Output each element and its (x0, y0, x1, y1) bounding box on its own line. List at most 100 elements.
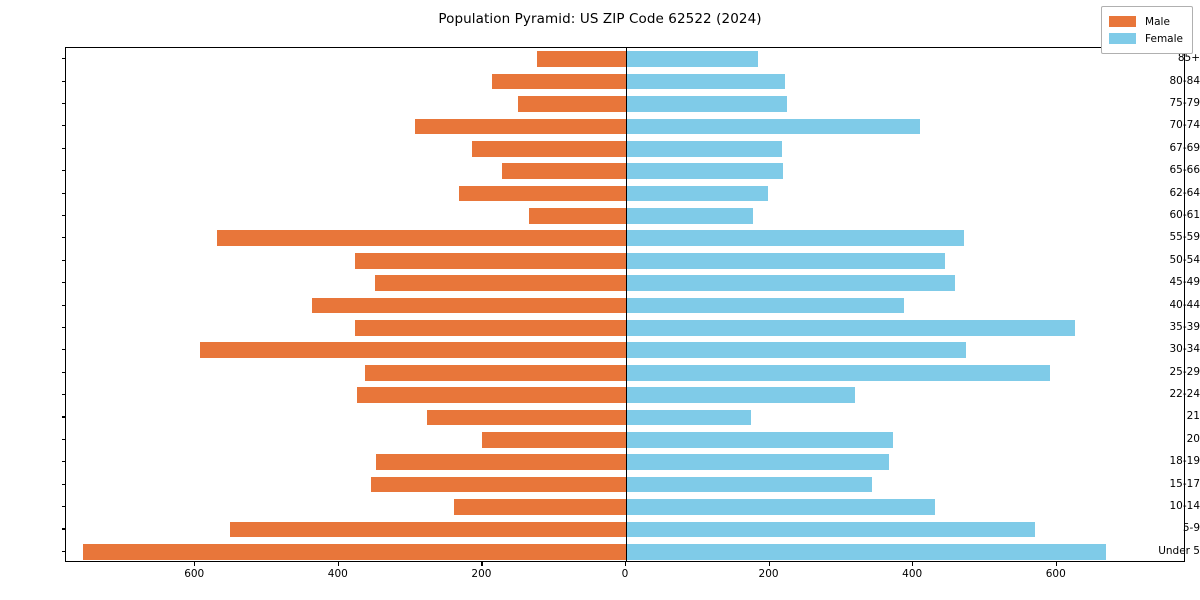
bar-female[interactable] (626, 230, 965, 247)
bar-female[interactable] (626, 454, 890, 471)
x-axis-tick-label: 600 (184, 568, 205, 580)
bar-male[interactable] (375, 275, 626, 291)
bar-male[interactable] (501, 163, 626, 179)
y-axis-tick-label: 80-84 (1169, 74, 1200, 87)
y-axis-tick-mark (61, 102, 65, 105)
y-axis-tick-mark (61, 282, 65, 284)
y-axis-tick-label: 25-29 (1169, 365, 1200, 378)
bar-row (66, 252, 1184, 269)
y-axis-tick-mark (61, 170, 65, 172)
y-axis-tick-mark (61, 349, 65, 351)
y-axis-tick-label: 65-66 (1169, 164, 1200, 177)
bar-female[interactable] (626, 297, 904, 314)
y-axis-tick-label: 40-44 (1169, 298, 1200, 311)
x-axis-tick-mark (481, 562, 483, 566)
y-axis-tick-label: 5-9 (1182, 522, 1200, 535)
bar-row (66, 409, 1184, 426)
chart-legend: Male Female (1101, 6, 1193, 54)
y-axis-tick-mark (61, 550, 65, 552)
bar-female[interactable] (626, 499, 935, 515)
bar-row (66, 185, 1184, 202)
bar-female[interactable] (626, 275, 955, 291)
y-axis-tick-label: Under 5 (1158, 544, 1200, 557)
bar-male[interactable] (216, 230, 626, 247)
y-axis-tick-mark (61, 438, 65, 440)
bar-female[interactable] (626, 96, 787, 112)
bar-female[interactable] (626, 387, 856, 403)
bar-male[interactable] (459, 185, 626, 202)
x-axis-tick-mark (625, 562, 627, 566)
y-axis-tick-label: 30-34 (1169, 343, 1200, 356)
bar-male[interactable] (481, 432, 626, 448)
legend-swatch-male (1109, 16, 1137, 27)
bar-female[interactable] (626, 543, 1106, 560)
bar-female[interactable] (626, 118, 920, 135)
bar-row (66, 208, 1184, 224)
bar-female[interactable] (626, 185, 769, 202)
bar-female[interactable] (626, 342, 967, 359)
y-axis-tick-label: 70-74 (1169, 119, 1200, 132)
y-axis-tick-label: 20 (1186, 432, 1200, 445)
bar-row (66, 96, 1184, 112)
x-axis-tick-mark (768, 562, 770, 566)
y-axis-tick-mark (61, 80, 65, 82)
y-axis-tick-mark (61, 259, 65, 261)
y-axis-tick-mark (61, 192, 65, 194)
bar-female[interactable] (626, 140, 782, 157)
bar-female[interactable] (626, 476, 872, 493)
bar-female[interactable] (626, 51, 759, 68)
bar-female[interactable] (626, 73, 786, 90)
bar-male[interactable] (427, 409, 626, 426)
y-axis-tick-label: 55-59 (1169, 231, 1200, 244)
bar-male[interactable] (371, 476, 626, 493)
zero-axis-line (626, 48, 628, 561)
y-axis-tick-label: 10-14 (1169, 500, 1200, 513)
x-axis-tick-label: 400 (327, 568, 348, 580)
y-axis-tick-label: 50-54 (1169, 253, 1200, 266)
bar-female[interactable] (626, 432, 894, 448)
bar-female[interactable] (626, 364, 1051, 381)
y-axis-tick-mark (61, 125, 65, 127)
bar-male[interactable] (199, 342, 626, 359)
bar-row (66, 342, 1184, 359)
bar-male[interactable] (536, 51, 626, 68)
bar-female[interactable] (626, 320, 1075, 336)
bar-male[interactable] (529, 208, 626, 224)
y-axis-tick-mark (61, 506, 65, 508)
bar-male[interactable] (354, 252, 626, 269)
y-axis-tick-label: 21 (1186, 410, 1200, 423)
legend-entry[interactable]: Female (1109, 30, 1183, 47)
bar-row (66, 432, 1184, 448)
bar-female[interactable] (626, 521, 1036, 538)
bar-male[interactable] (414, 118, 626, 135)
bar-male[interactable] (365, 364, 626, 381)
legend-entry[interactable]: Male (1109, 13, 1183, 30)
y-axis-tick-label: 45-49 (1169, 276, 1200, 289)
bar-female[interactable] (626, 163, 784, 179)
bar-male[interactable] (229, 521, 626, 538)
y-axis-tick-label: 18-19 (1169, 455, 1200, 468)
chart-title: Population Pyramid: US ZIP Code 62522 (2… (438, 11, 762, 27)
y-axis-tick-mark (61, 371, 65, 373)
y-axis-tick-mark (61, 461, 65, 463)
bar-row (66, 364, 1184, 381)
bar-row (66, 499, 1184, 515)
bar-male[interactable] (356, 387, 626, 403)
bar-male[interactable] (354, 320, 626, 336)
x-axis-tick-mark (194, 562, 196, 566)
bar-male[interactable] (376, 454, 626, 471)
bar-female[interactable] (626, 409, 751, 426)
y-axis-tick-mark (61, 483, 65, 485)
bar-male[interactable] (453, 499, 626, 515)
bar-female[interactable] (626, 208, 754, 224)
legend-label: Female (1145, 32, 1183, 45)
bar-female[interactable] (626, 252, 945, 269)
bar-male[interactable] (517, 96, 626, 112)
bar-male[interactable] (312, 297, 626, 314)
bar-male[interactable] (472, 140, 626, 157)
bar-row (66, 543, 1184, 560)
x-axis-tick-label: 600 (1045, 568, 1066, 580)
bar-male[interactable] (82, 543, 626, 560)
bar-male[interactable] (491, 73, 626, 90)
